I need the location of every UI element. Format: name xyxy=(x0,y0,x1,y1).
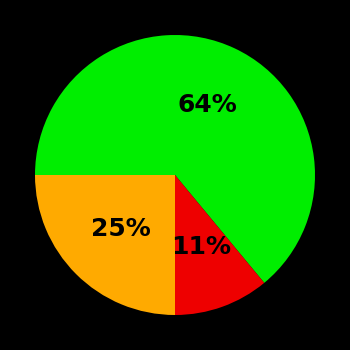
Text: 25%: 25% xyxy=(91,217,150,241)
Wedge shape xyxy=(175,175,264,315)
Wedge shape xyxy=(35,35,315,283)
Text: 11%: 11% xyxy=(171,236,231,259)
Wedge shape xyxy=(35,175,175,315)
Text: 64%: 64% xyxy=(178,93,238,117)
